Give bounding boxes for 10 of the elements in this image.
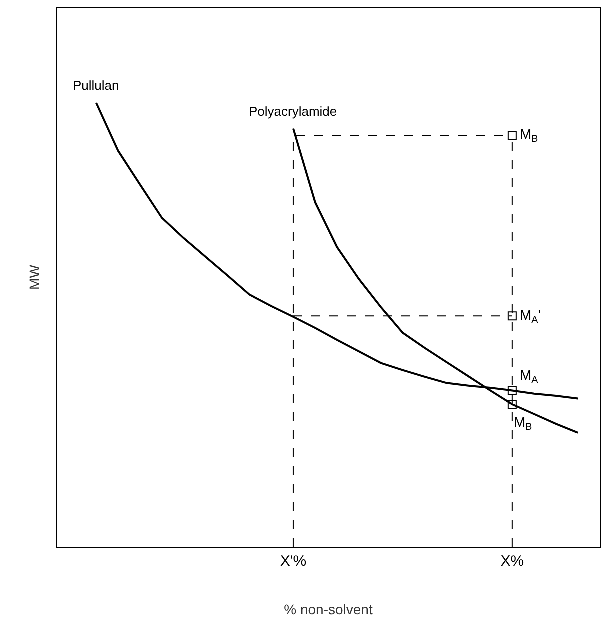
annotation: M$_{B}$ — [520, 126, 539, 145]
annotation: M$_{A}$' — [520, 307, 541, 326]
x-tick-label: X% — [500, 553, 524, 570]
y-axis-title: MW — [26, 264, 43, 290]
annotation: M$_{A}$ — [520, 367, 539, 386]
x-axis-title: % non-solvent — [284, 601, 373, 618]
series-label: Pullulan — [73, 78, 120, 93]
x-tick-label: X'% — [280, 553, 307, 570]
series-label: Polyacrylamide — [249, 104, 338, 119]
annotation: M$_{B}$ — [514, 414, 533, 433]
